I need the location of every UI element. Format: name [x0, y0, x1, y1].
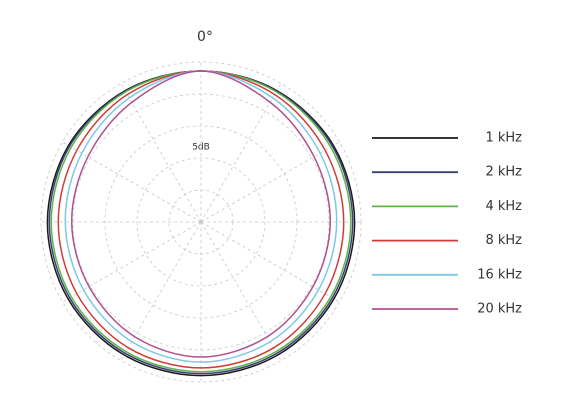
legend-label: 1 kHz	[485, 131, 522, 146]
series-line	[50, 70, 352, 373]
grid-spoke	[120, 221, 202, 361]
grid-spoke	[200, 221, 340, 303]
series-line	[48, 70, 354, 375]
grid-spoke	[200, 141, 340, 223]
series-line	[64, 70, 338, 363]
grid-ring	[136, 157, 266, 287]
grid-spoke	[62, 141, 202, 223]
legend-label: 20 kHz	[477, 302, 522, 317]
grid-ring	[40, 61, 362, 383]
legend-label: 8 kHz	[485, 233, 522, 248]
grid-spoke	[200, 83, 282, 223]
legend-label: 4 kHz	[485, 199, 522, 214]
series-line	[70, 70, 332, 358]
grid-spoke	[200, 221, 282, 361]
legend-label: 2 kHz	[485, 165, 522, 180]
series-line	[57, 70, 345, 369]
grid-spoke	[62, 221, 202, 303]
angle-label: 0°	[197, 29, 213, 45]
legend-label: 16 kHz	[477, 267, 522, 282]
series-line	[46, 70, 356, 377]
grid-spoke	[120, 83, 202, 223]
